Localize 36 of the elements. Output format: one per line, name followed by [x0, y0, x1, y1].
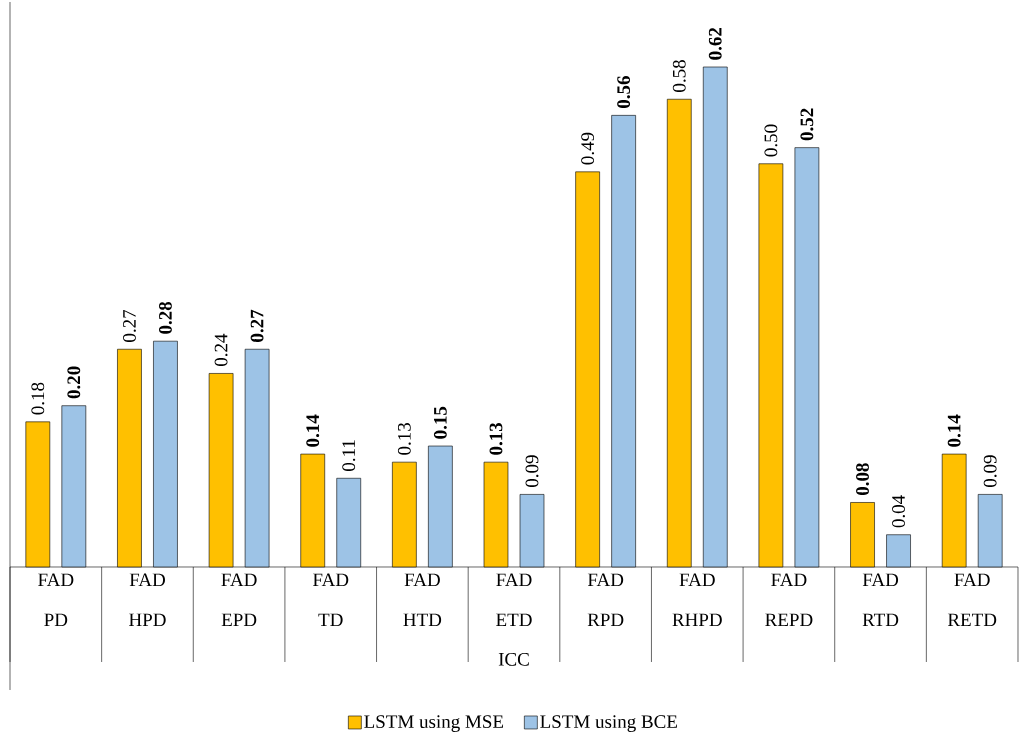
data-label: 0.14 [947, 414, 961, 447]
x-axis-title: ICC [498, 652, 529, 666]
data-label: 0.11 [342, 440, 356, 471]
data-label: 0.18 [31, 382, 45, 415]
category-label: FAD REPD [765, 573, 813, 627]
category-label: FAD HPD [129, 573, 166, 627]
legend-label: LSTM using MSE [364, 715, 504, 732]
category-label: FAD RHPD [672, 573, 722, 627]
data-label: 0.14 [306, 414, 320, 447]
category-label: FAD RETD [947, 573, 997, 627]
data-label: 0.58 [672, 60, 686, 92]
data-label: 0.09 [525, 455, 539, 488]
data-label: 0.24 [214, 333, 228, 367]
data-label: 0.15 [433, 406, 447, 439]
data-label: 0.50 [764, 124, 778, 157]
data-label: 0.56 [617, 76, 631, 109]
category-label: FAD PD [38, 573, 74, 627]
category-label: FAD EPD [221, 573, 257, 627]
data-label: 0.13 [489, 422, 503, 455]
data-label: 0.27 [123, 309, 136, 342]
data-label: 0.13 [397, 423, 411, 455]
category-label: FAD RTD [862, 573, 899, 627]
legend-label: LSTM using BCE [540, 715, 677, 732]
data-label: 0.28 [159, 301, 172, 334]
data-label: 0.09 [983, 455, 997, 488]
data-label: 0.27 [250, 309, 264, 342]
category-label: FAD ETD [496, 573, 532, 627]
data-label: 0.49 [581, 132, 595, 165]
category-label: FAD TD [312, 573, 349, 627]
category-label: FAD HTD [403, 573, 442, 627]
data-label: 0.20 [67, 366, 81, 399]
category-label: FAD RPD [587, 573, 624, 627]
data-label: 0.52 [800, 108, 814, 141]
data-label: 0.04 [892, 495, 905, 528]
data-label: 0.08 [856, 463, 869, 496]
data-label: 0.62 [708, 27, 722, 60]
